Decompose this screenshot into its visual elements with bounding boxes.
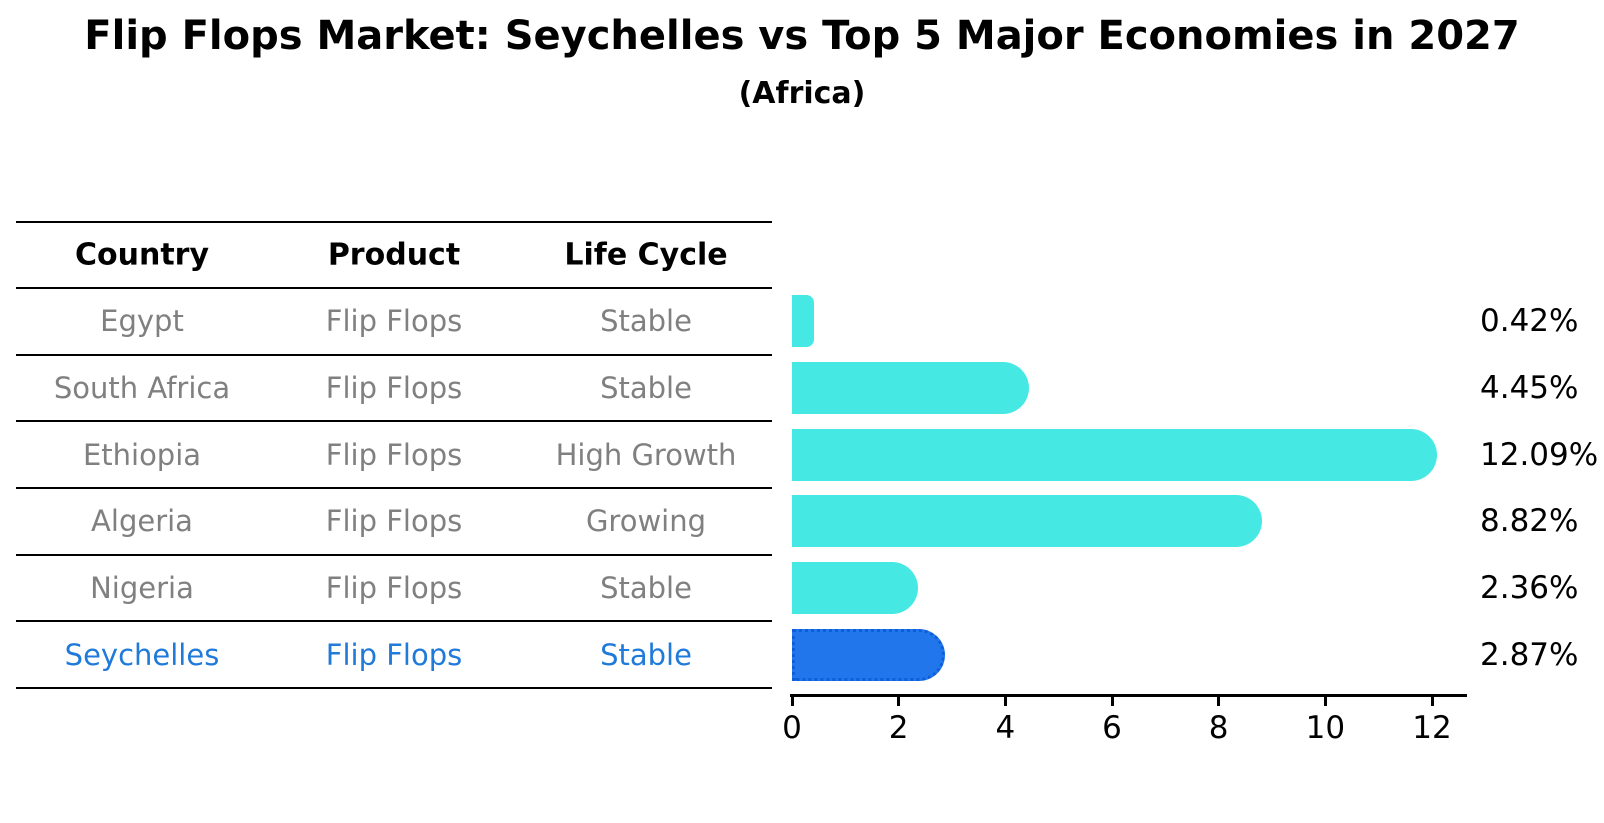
- x-axis-tick-label: 4: [995, 710, 1016, 746]
- table-line: [16, 287, 772, 289]
- cell-product-seychelles: Flip Flops: [325, 637, 463, 672]
- cell-life_cycle-south-africa: Stable: [600, 371, 692, 405]
- column-header-life-cycle: Life Cycle: [564, 237, 728, 273]
- table-line: [16, 620, 772, 622]
- table-line: [16, 221, 772, 223]
- cell-country-seychelles: Seychelles: [64, 637, 220, 672]
- table-line: [16, 554, 772, 556]
- x-axis-tick-label: 10: [1305, 710, 1346, 746]
- value-label-egypt: 0.42%: [1480, 303, 1579, 340]
- cell-product-ethiopia: Flip Flops: [325, 437, 463, 472]
- x-axis-tick-label: 12: [1412, 710, 1452, 746]
- chart-title: Flip Flops Market: Seychelles vs Top 5 M…: [84, 13, 1520, 59]
- cell-product-nigeria: Flip Flops: [325, 571, 463, 605]
- cell-life_cycle-seychelles: Stable: [600, 637, 692, 672]
- bar-ethiopia: [792, 429, 1437, 481]
- bar-algeria: [792, 495, 1262, 547]
- cell-life_cycle-egypt: Stable: [600, 304, 692, 339]
- x-axis-tick: [1324, 697, 1327, 706]
- table-line: [16, 420, 772, 422]
- table-line: [16, 487, 772, 489]
- value-label-nigeria: 2.36%: [1480, 570, 1579, 606]
- cell-life_cycle-nigeria: Stable: [600, 571, 692, 605]
- x-axis-tick: [1431, 697, 1434, 706]
- x-axis-tick-label: 0: [782, 710, 802, 746]
- cell-life_cycle-algeria: Growing: [585, 504, 707, 539]
- x-axis-line: [790, 694, 1467, 697]
- table-line: [16, 354, 772, 356]
- cell-country-egypt: Egypt: [100, 304, 184, 339]
- value-label-algeria: 8.82%: [1480, 503, 1579, 540]
- x-axis-tick: [791, 697, 794, 706]
- cell-country-nigeria: Nigeria: [90, 571, 194, 605]
- cell-product-egypt: Flip Flops: [325, 304, 463, 339]
- x-axis-tick-label: 8: [1208, 710, 1229, 746]
- column-header-product: Product: [327, 237, 461, 273]
- cell-country-ethiopia: Ethiopia: [82, 437, 202, 472]
- cell-product-south-africa: Flip Flops: [325, 371, 463, 405]
- x-axis-tick-label: 2: [888, 710, 909, 746]
- value-label-south-africa: 4.45%: [1480, 370, 1579, 406]
- chart-subtitle: (Africa): [738, 76, 866, 111]
- table-line: [16, 687, 772, 689]
- bar-egypt: [792, 295, 814, 347]
- bar-nigeria: [792, 562, 918, 614]
- x-axis-tick: [897, 697, 900, 706]
- cell-country-south-africa: South Africa: [53, 371, 231, 405]
- value-label-ethiopia: 12.09%: [1480, 436, 1599, 473]
- x-axis-tick: [1004, 697, 1007, 706]
- column-header-country: Country: [74, 237, 210, 273]
- x-axis-tick: [1111, 697, 1114, 706]
- value-label-seychelles: 2.87%: [1480, 636, 1579, 673]
- bar-south-africa: [792, 362, 1029, 414]
- cell-life_cycle-ethiopia: High Growth: [555, 437, 737, 472]
- cell-country-algeria: Algeria: [91, 504, 193, 539]
- x-axis-tick-label: 6: [1102, 710, 1122, 746]
- x-axis-tick: [1217, 697, 1220, 706]
- bar-seychelles: [792, 629, 945, 681]
- cell-product-algeria: Flip Flops: [325, 504, 463, 539]
